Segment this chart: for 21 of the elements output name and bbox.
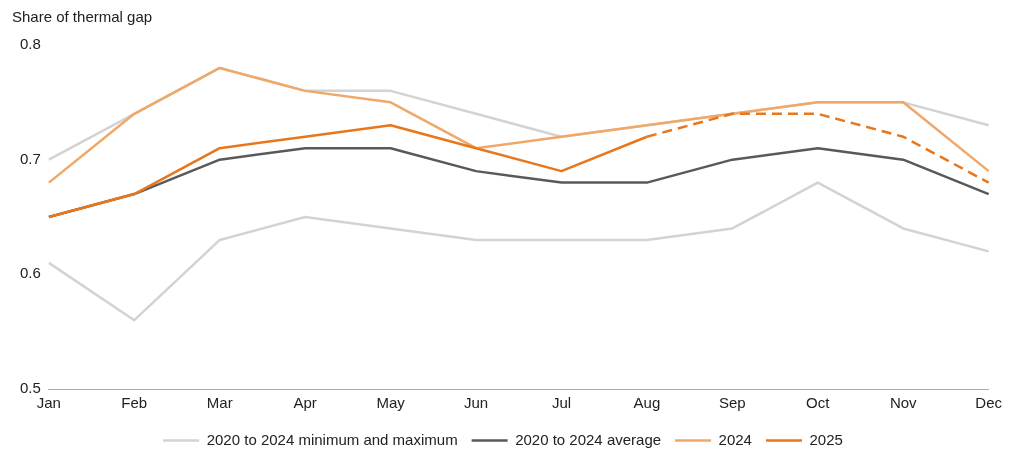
y-tick-label: 0.8 <box>19 35 41 53</box>
y-tick-label: 0.5 <box>19 379 41 397</box>
legend-label: 2020 to 2024 average <box>515 430 662 448</box>
x-tick-label: Mar <box>206 394 233 412</box>
y-axis-title: Share of thermal gap <box>12 8 154 27</box>
x-tick-label: Dec <box>975 394 1003 412</box>
legend-label: 2025 <box>809 430 843 448</box>
x-tick-label: Apr <box>293 394 317 412</box>
x-tick-label: Jun <box>463 394 489 412</box>
x-tick-label: Oct <box>806 394 831 412</box>
x-tick-label: Feb <box>121 394 148 412</box>
x-tick-label: Nov <box>889 394 918 412</box>
x-tick-label: May <box>376 394 406 412</box>
y-tick-label: 0.7 <box>19 149 41 167</box>
x-tick-label: Sep <box>719 394 746 412</box>
x-tick-label: Aug <box>633 394 661 412</box>
legend-label: 2024 <box>718 430 752 448</box>
legend-label: 2020 to 2024 minimum and maximum <box>206 430 458 448</box>
y-tick-label: 0.6 <box>19 264 41 282</box>
x-tick-label: Jan <box>36 394 61 412</box>
x-tick-label: Jul <box>551 394 572 412</box>
